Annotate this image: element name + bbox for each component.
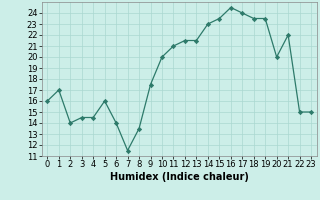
X-axis label: Humidex (Indice chaleur): Humidex (Indice chaleur): [110, 172, 249, 182]
